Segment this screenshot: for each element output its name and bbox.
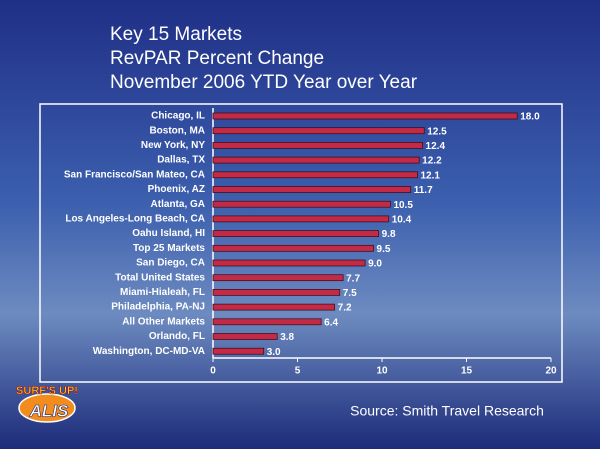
value-label: 12.5 (427, 126, 447, 137)
category-label: Los Angeles-Long Beach, CA (65, 214, 205, 225)
plot-frame (39, 103, 563, 383)
bar (212, 200, 391, 208)
value-label: 10.5 (393, 200, 413, 211)
value-label: 12.1 (420, 170, 440, 181)
title-line: RevPAR Percent Change (110, 48, 324, 69)
value-label: 11.7 (414, 185, 433, 196)
value-label: 3.0 (267, 347, 281, 358)
bar (212, 289, 341, 296)
category-label: All Other Markets (122, 316, 205, 327)
category-label: Boston, MA (149, 125, 205, 136)
category-label: Philadelphia, PA-NJ (111, 302, 205, 313)
value-label: 3.8 (280, 332, 294, 343)
category-label: Miami-Hialeah, FL (120, 287, 205, 298)
source: Source: Smith Travel Research (350, 403, 544, 419)
category-label: Top 25 Markets (133, 243, 205, 254)
bar (212, 303, 336, 311)
value-label: 18.0 (520, 112, 540, 123)
value-label: 7.2 (338, 303, 352, 314)
category-label: Phoenix, AZ (148, 184, 205, 195)
x-tick-label: 15 (461, 366, 473, 377)
x-tick-label: 5 (295, 366, 301, 377)
value-label: 7.7 (346, 273, 360, 284)
bar (212, 333, 278, 340)
bar (212, 318, 322, 326)
logo: SURF'S UP! ALIS (16, 385, 78, 423)
bar (212, 244, 374, 252)
x-tick-label: 20 (545, 366, 557, 377)
category-label: Total United States (115, 272, 205, 283)
bar (212, 274, 344, 282)
category-label: New York, NY (141, 140, 205, 151)
bar (212, 230, 379, 237)
category-label: Orlando, FL (149, 331, 205, 342)
x-tick-label: 10 (376, 366, 388, 377)
category-label: San Diego, CA (136, 258, 205, 269)
logo-shape (18, 393, 76, 423)
category-label: San Francisco/San Mateo, CA (64, 169, 205, 180)
category-label: Dallas, TX (157, 155, 205, 166)
bar (212, 347, 265, 355)
logo-text: ALIS (29, 401, 69, 420)
value-label: 9.5 (377, 244, 391, 255)
title-line: Key 15 Markets (110, 24, 242, 45)
bar (212, 186, 412, 193)
title-line: November 2006 YTD Year over Year (110, 72, 418, 93)
bar (212, 171, 418, 179)
bar (212, 112, 518, 120)
value-label: 12.2 (422, 156, 442, 167)
value-label: 6.4 (324, 317, 338, 328)
value-label: 9.0 (368, 259, 382, 270)
category-label: Oahu Island, HI (132, 228, 205, 239)
logo-text: SURF'S UP! (16, 385, 78, 397)
bar (212, 259, 366, 267)
value-label: 10.4 (392, 215, 412, 226)
value-label: 7.5 (343, 288, 357, 299)
value-label: 12.4 (426, 141, 446, 152)
bar (212, 142, 423, 149)
x-tick-label: 0 (210, 366, 216, 377)
category-label: Washington, DC-MD-VA (93, 346, 205, 357)
bar (212, 127, 425, 135)
bar (212, 156, 420, 164)
bar (212, 215, 390, 223)
value-label: 9.8 (382, 229, 396, 240)
category-label: Chicago, IL (151, 111, 205, 122)
category-label: Atlanta, GA (151, 199, 205, 210)
